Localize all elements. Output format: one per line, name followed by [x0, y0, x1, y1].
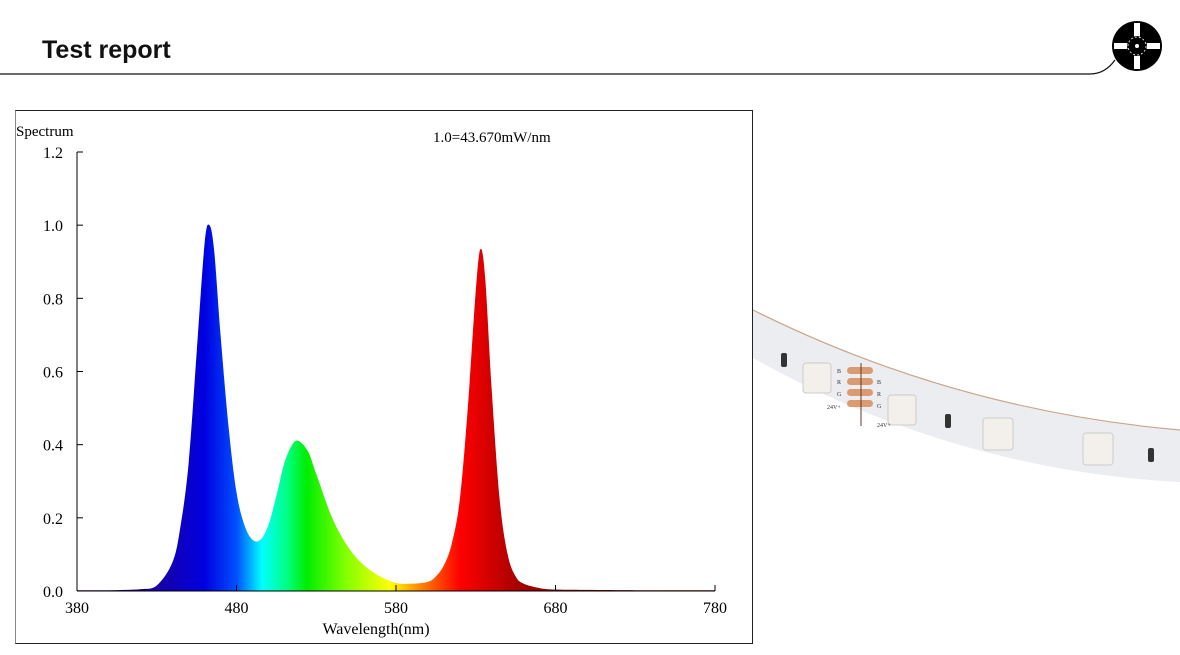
pad-label: 24V+ — [827, 405, 841, 411]
y-tick-label: 0.0 — [43, 584, 63, 601]
unit-annotation: 1.0=43.670mW/nm — [433, 130, 551, 146]
led-reel-icon — [1112, 21, 1162, 71]
x-tick-label: 780 — [703, 600, 727, 617]
spectrum-area — [77, 224, 715, 592]
y-tick-label: 0.8 — [43, 291, 63, 308]
y-tick-label: 0.2 — [43, 511, 63, 528]
header-rule — [0, 59, 1116, 75]
pad-label: B — [837, 369, 841, 375]
pad-label: B — [877, 380, 881, 386]
y-tick-label: 1.2 — [43, 145, 63, 162]
y-tick-label: 0.6 — [43, 365, 63, 382]
y-tick-label: 0.4 — [43, 438, 63, 455]
page-title: Test report — [42, 36, 171, 64]
spectrum-plot: 0.0 0.2 0.4 0.6 0.8 1.0 1.2 380 480 580 680 780 Spe… — [16, 124, 727, 638]
x-tick-label: 480 — [225, 600, 249, 617]
led-strip-photo: B R G 24V+ B R G 24V+ — [753, 309, 1180, 482]
pad-label: G — [877, 404, 882, 410]
pad-label: R — [877, 392, 881, 398]
pad-label: G — [837, 392, 842, 398]
pad-label: R — [837, 380, 841, 386]
y-tick-label: 1.0 — [43, 218, 63, 235]
x-axis-label: Wavelength(nm) — [322, 621, 429, 638]
y-axis-label: Spectrum — [16, 124, 74, 140]
x-tick-label: 380 — [65, 600, 89, 617]
spectrum-chart: 0.0 0.2 0.4 0.6 0.8 1.0 1.2 380 480 580 680 780 Spe… — [15, 110, 753, 644]
x-tick-label: 580 — [384, 600, 408, 617]
x-tick-label: 680 — [544, 600, 568, 617]
pad-label: 24V+ — [877, 423, 891, 429]
